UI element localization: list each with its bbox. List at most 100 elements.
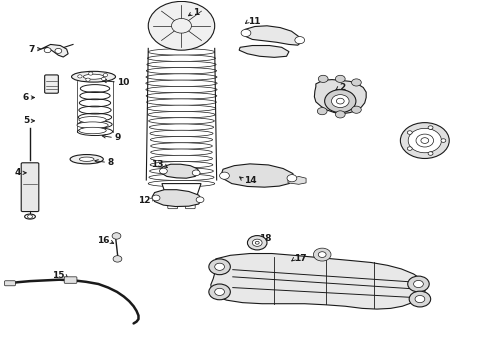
Text: 18: 18	[259, 234, 271, 243]
Circle shape	[351, 79, 361, 86]
Ellipse shape	[149, 174, 214, 181]
Ellipse shape	[150, 130, 213, 137]
Circle shape	[318, 252, 326, 257]
Polygon shape	[152, 190, 202, 207]
Circle shape	[44, 48, 51, 53]
Circle shape	[408, 129, 441, 153]
Circle shape	[192, 170, 200, 176]
Circle shape	[113, 256, 122, 262]
Circle shape	[287, 175, 297, 182]
FancyBboxPatch shape	[21, 163, 39, 212]
Circle shape	[400, 123, 449, 158]
Text: 11: 11	[248, 17, 261, 26]
Circle shape	[215, 288, 224, 296]
Polygon shape	[162, 184, 201, 202]
Ellipse shape	[83, 74, 104, 79]
Text: 15: 15	[52, 270, 64, 279]
Text: 4: 4	[15, 168, 21, 177]
Text: 16: 16	[97, 237, 109, 246]
Circle shape	[335, 111, 345, 118]
Circle shape	[351, 106, 361, 113]
Ellipse shape	[146, 80, 217, 86]
Circle shape	[415, 296, 425, 303]
Circle shape	[407, 131, 412, 134]
Text: 12: 12	[138, 196, 151, 205]
Circle shape	[55, 48, 62, 53]
Text: 1: 1	[193, 8, 199, 17]
Polygon shape	[239, 45, 289, 57]
Text: 8: 8	[107, 158, 114, 167]
Circle shape	[27, 215, 32, 219]
Ellipse shape	[146, 86, 217, 93]
Ellipse shape	[148, 180, 215, 187]
Circle shape	[148, 1, 215, 50]
FancyBboxPatch shape	[4, 281, 15, 286]
Circle shape	[325, 90, 356, 113]
Text: 10: 10	[117, 78, 129, 87]
Polygon shape	[288, 176, 306, 184]
FancyBboxPatch shape	[168, 200, 177, 209]
Circle shape	[209, 284, 230, 300]
Circle shape	[428, 152, 433, 155]
Circle shape	[196, 197, 204, 203]
Polygon shape	[221, 164, 294, 187]
Text: 13: 13	[151, 161, 164, 170]
Ellipse shape	[79, 127, 106, 134]
Ellipse shape	[150, 143, 212, 149]
Circle shape	[209, 259, 230, 275]
Circle shape	[416, 134, 434, 147]
Ellipse shape	[148, 118, 214, 124]
Text: 7: 7	[28, 45, 35, 54]
Ellipse shape	[148, 111, 215, 118]
Circle shape	[408, 276, 429, 292]
Text: 2: 2	[339, 83, 345, 92]
Ellipse shape	[79, 117, 106, 123]
Circle shape	[220, 172, 229, 179]
Circle shape	[152, 195, 160, 201]
Ellipse shape	[150, 155, 213, 162]
Circle shape	[428, 126, 433, 129]
Polygon shape	[211, 253, 426, 309]
Ellipse shape	[150, 162, 213, 168]
Ellipse shape	[72, 71, 116, 82]
Circle shape	[78, 75, 82, 78]
Circle shape	[409, 291, 431, 307]
Ellipse shape	[79, 157, 94, 161]
Ellipse shape	[147, 55, 216, 62]
FancyBboxPatch shape	[64, 277, 77, 283]
Circle shape	[172, 18, 192, 33]
Circle shape	[335, 75, 345, 82]
Ellipse shape	[149, 168, 213, 174]
Ellipse shape	[148, 49, 215, 55]
Polygon shape	[315, 80, 366, 114]
Circle shape	[86, 78, 90, 81]
FancyBboxPatch shape	[45, 75, 58, 93]
Circle shape	[314, 248, 331, 261]
Polygon shape	[161, 164, 199, 178]
Text: 6: 6	[23, 93, 29, 102]
Circle shape	[103, 73, 108, 77]
Circle shape	[318, 75, 328, 82]
Circle shape	[252, 239, 262, 246]
Ellipse shape	[24, 214, 35, 219]
Circle shape	[414, 280, 423, 288]
Ellipse shape	[70, 154, 103, 164]
FancyBboxPatch shape	[185, 200, 195, 209]
Ellipse shape	[147, 105, 216, 112]
Circle shape	[295, 37, 305, 44]
Ellipse shape	[149, 124, 214, 130]
Ellipse shape	[146, 74, 217, 80]
Circle shape	[407, 147, 412, 150]
Circle shape	[159, 168, 167, 174]
Ellipse shape	[147, 68, 217, 74]
Circle shape	[112, 233, 121, 239]
Text: 5: 5	[23, 116, 29, 125]
Ellipse shape	[150, 136, 213, 143]
Ellipse shape	[77, 122, 108, 129]
Text: 9: 9	[114, 133, 121, 142]
Ellipse shape	[146, 93, 217, 99]
Circle shape	[101, 77, 106, 81]
Ellipse shape	[151, 149, 212, 156]
Circle shape	[89, 72, 93, 75]
Circle shape	[241, 30, 251, 37]
